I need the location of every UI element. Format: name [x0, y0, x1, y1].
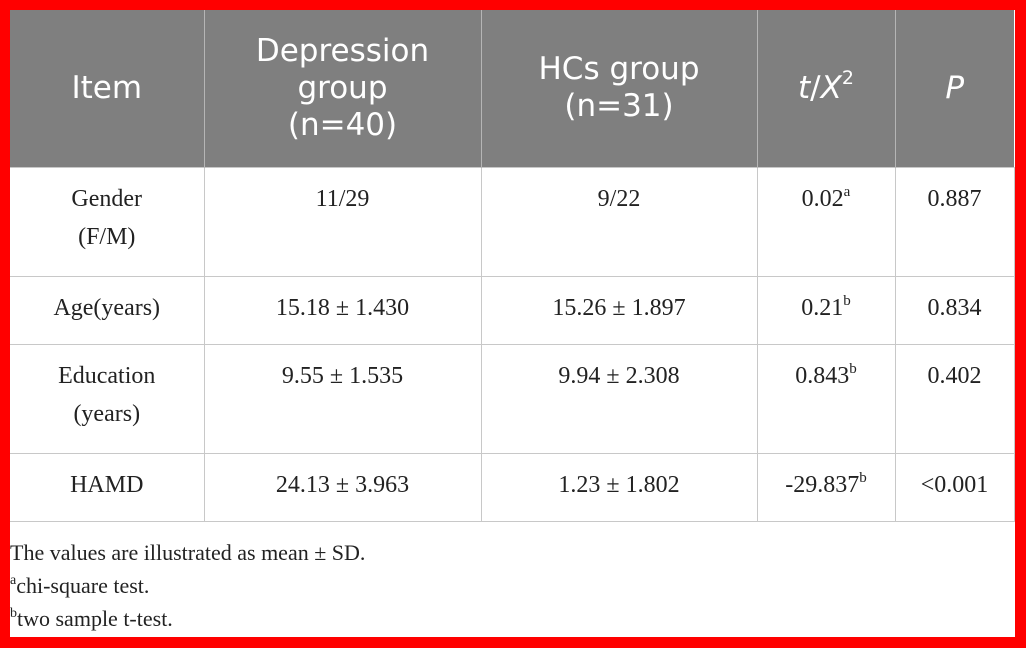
- cell-p: 0.887: [894, 166, 1015, 277]
- header-p-value: P: [895, 10, 1014, 167]
- header-depression-group: Depression group (n=40): [204, 10, 482, 167]
- header-test-statistic: t/X2: [757, 10, 896, 167]
- cell-hcs: 9/22: [480, 166, 758, 277]
- table-row: Age(years) 15.18 ± 1.430 15.26 ± 1.897 0…: [10, 275, 1015, 345]
- table-footnotes: The values are illustrated as mean ± SD.…: [10, 536, 365, 635]
- footnote-b: btwo sample t-test.: [10, 606, 173, 631]
- header-item: Item: [10, 10, 205, 167]
- demographics-table: Item Depression group (n=40) HCs group (…: [10, 10, 1015, 522]
- cell-depression: 9.55 ± 1.535: [203, 343, 482, 454]
- footnote-values: The values are illustrated as mean ± SD.: [10, 540, 366, 565]
- cell-hcs: 9.94 ± 2.308: [480, 343, 758, 454]
- table-row: HAMD 24.13 ± 3.963 1.23 ± 1.802 -29.837b…: [10, 452, 1015, 522]
- cell-item: HAMD: [10, 452, 205, 522]
- cell-depression: 24.13 ± 3.963: [203, 452, 482, 522]
- cell-item: Age(years): [10, 275, 205, 345]
- cell-hcs: 1.23 ± 1.802: [480, 452, 758, 522]
- cell-p: 0.834: [894, 275, 1015, 345]
- cell-p: <0.001: [894, 452, 1015, 522]
- cell-stat: 0.843b: [756, 343, 896, 454]
- header-row: Item Depression group (n=40) HCs group (…: [10, 10, 1014, 167]
- cell-depression: 15.18 ± 1.430: [203, 275, 482, 345]
- cell-stat: 0.21b: [756, 275, 896, 345]
- footnote-a: achi-square test.: [10, 573, 150, 598]
- cell-item: Education (years): [10, 343, 205, 454]
- cell-stat: 0.02a: [756, 166, 896, 277]
- cell-item: Gender (F/M): [10, 166, 205, 277]
- cell-p: 0.402: [894, 343, 1015, 454]
- table-row: Education (years) 9.55 ± 1.535 9.94 ± 2.3…: [10, 343, 1015, 454]
- table-row: Gender (F/M) 11/29 9/22 0.02a 0.887: [10, 166, 1015, 277]
- cell-stat: -29.837b: [756, 452, 896, 522]
- cell-depression: 11/29: [203, 166, 482, 277]
- header-hcs-group: HCs group (n=31): [481, 10, 758, 167]
- cell-hcs: 15.26 ± 1.897: [480, 275, 758, 345]
- table-figure: Item Depression group (n=40) HCs group (…: [10, 10, 1015, 637]
